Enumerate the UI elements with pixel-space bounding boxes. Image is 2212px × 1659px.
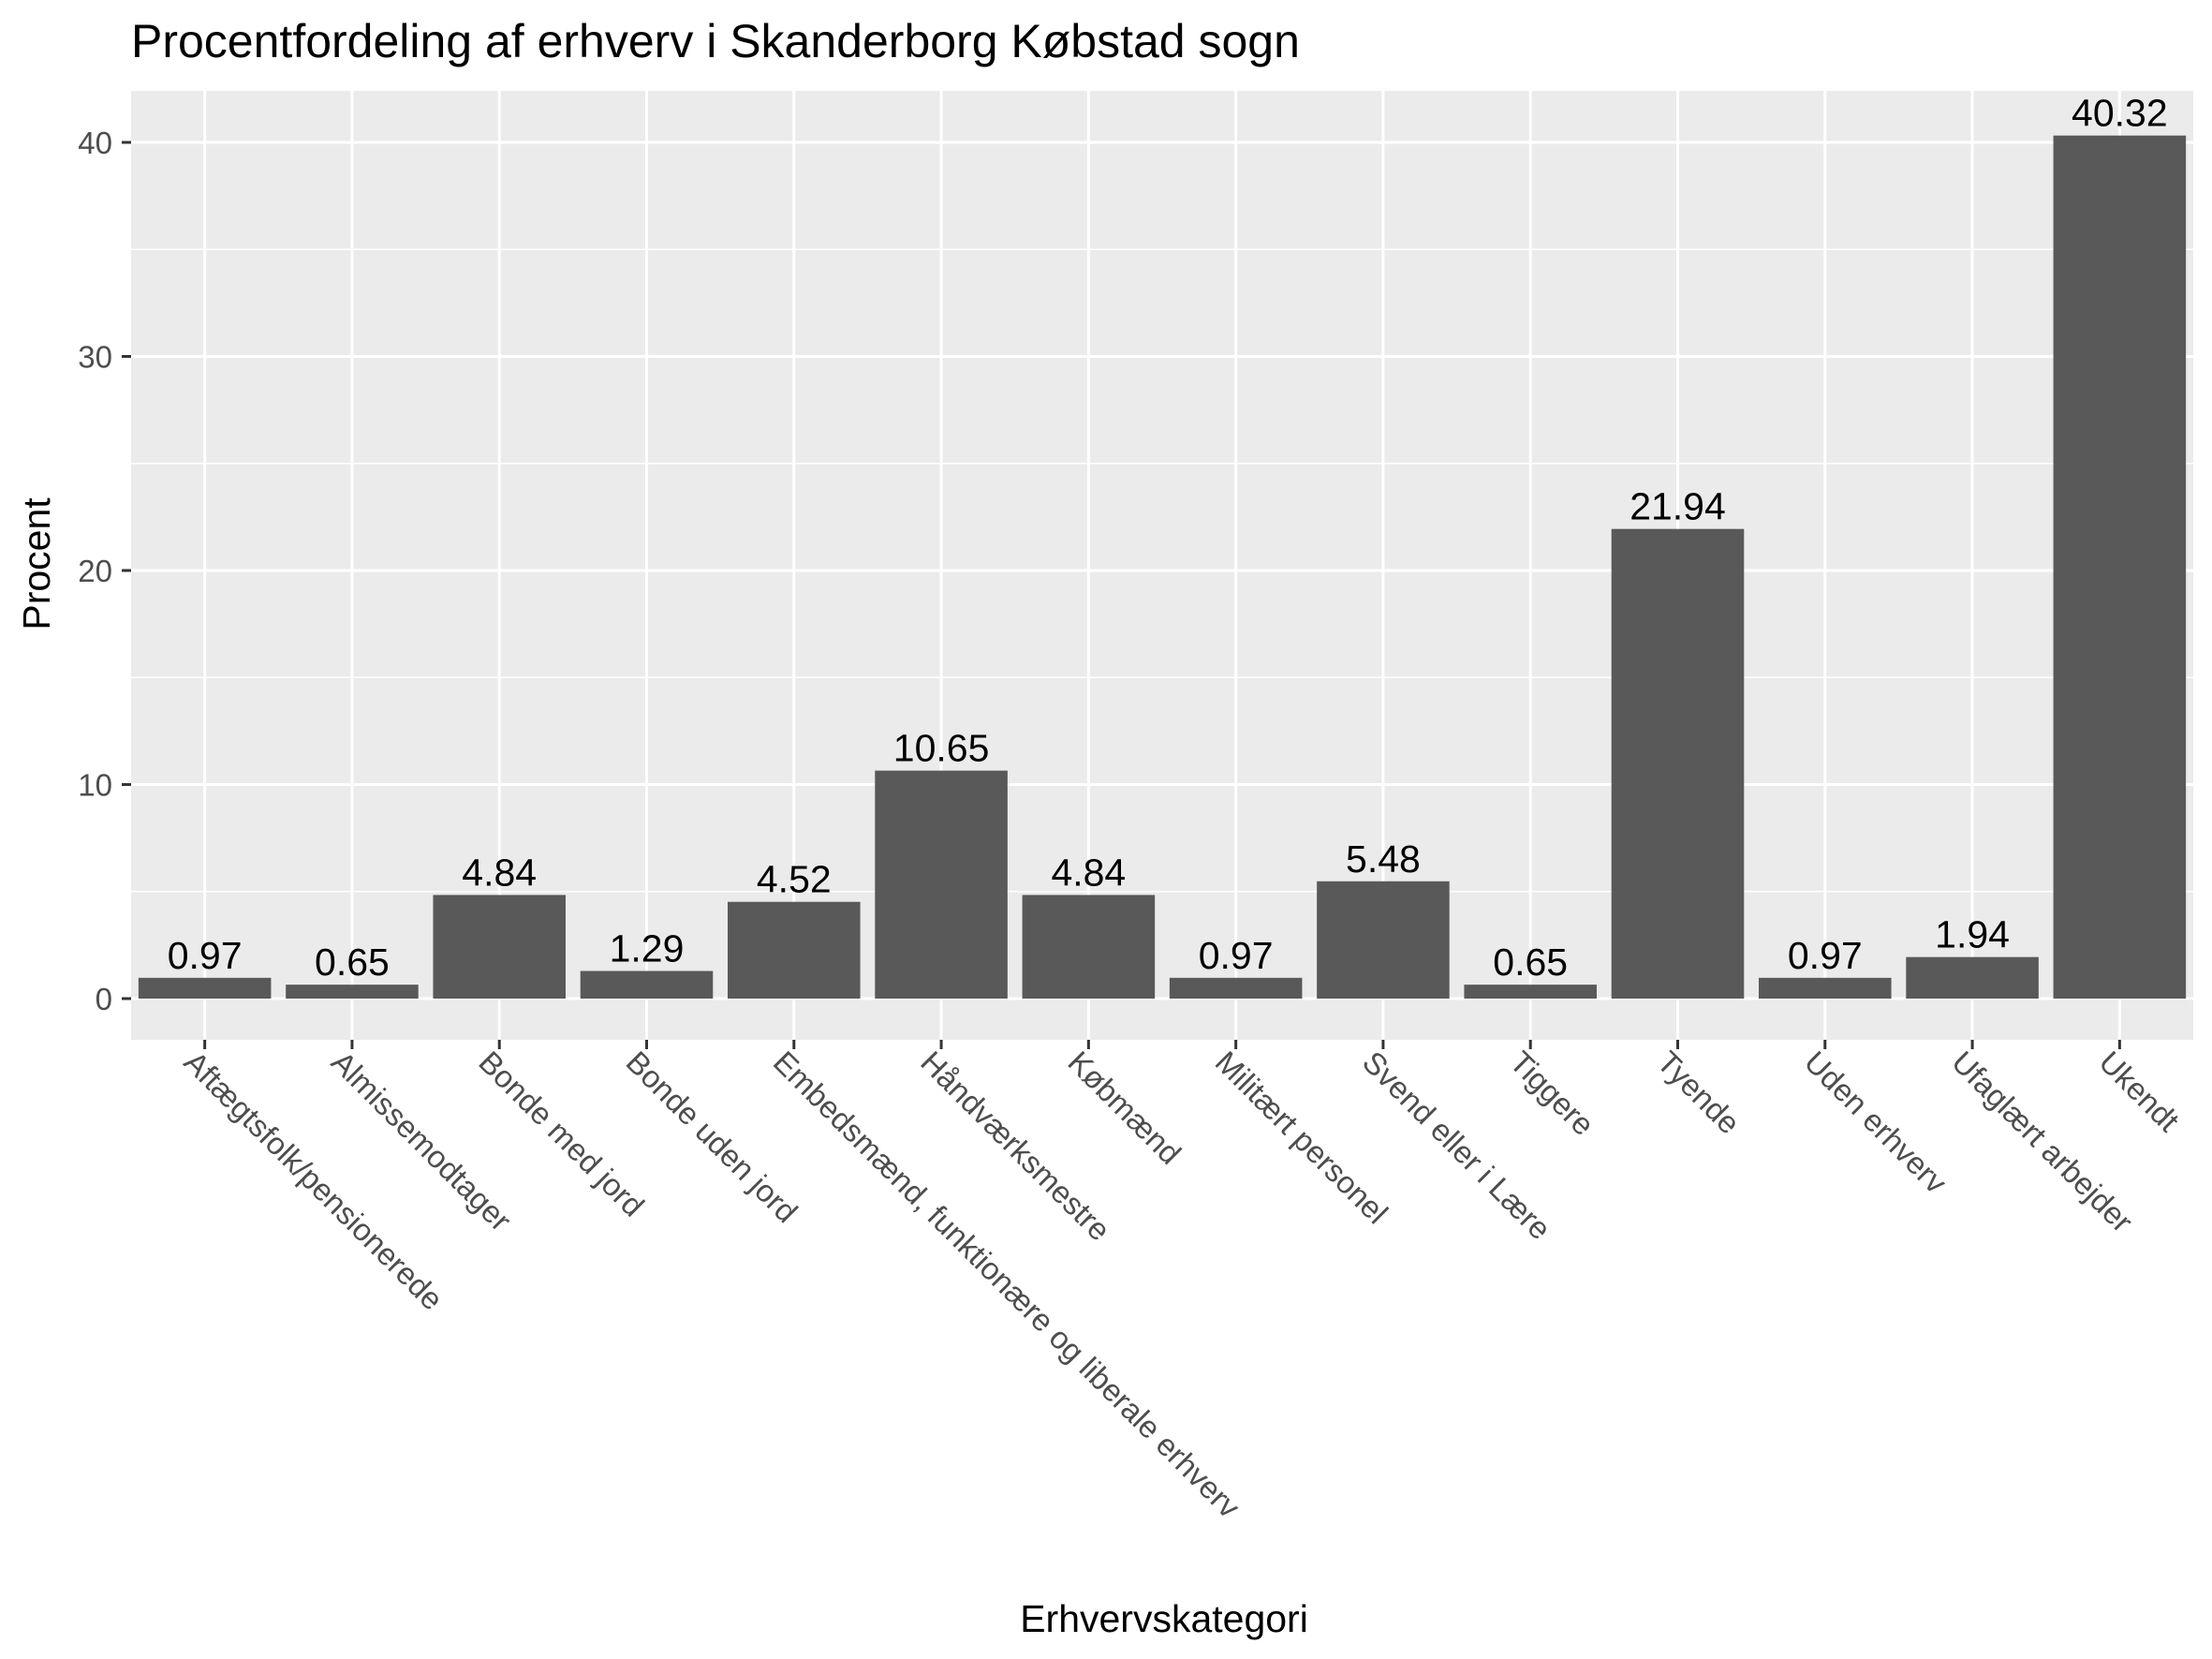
bar bbox=[1906, 956, 2039, 999]
bar-value-label: 4.84 bbox=[462, 851, 537, 894]
bar bbox=[1022, 895, 1156, 999]
bar bbox=[1759, 977, 1892, 999]
bar-value-label: 40.32 bbox=[2072, 92, 2168, 135]
y-axis-title: Procent bbox=[15, 497, 58, 630]
x-tick-label: Aftægtsfolk/pensionerede bbox=[178, 1044, 450, 1317]
bar-value-label: 0.97 bbox=[1199, 934, 1274, 977]
bar bbox=[138, 977, 272, 999]
bars bbox=[138, 135, 2187, 1000]
y-tick-label: 0 bbox=[96, 982, 112, 1016]
bar-value-label: 4.84 bbox=[1051, 851, 1126, 894]
bar bbox=[2053, 135, 2187, 1000]
x-tick-label: Tyende bbox=[1651, 1044, 1747, 1141]
chart-title: Procentfordeling af erhverv i Skanderbor… bbox=[131, 15, 1300, 67]
bar-value-label: 21.94 bbox=[1630, 485, 1726, 528]
bar bbox=[728, 901, 861, 999]
bar-value-label: 0.65 bbox=[1493, 941, 1568, 984]
y-tick-label: 30 bbox=[78, 340, 112, 375]
x-tick-label: Købmænd bbox=[1061, 1044, 1187, 1171]
bar-value-label: 10.65 bbox=[893, 727, 990, 770]
bar bbox=[1317, 881, 1450, 999]
bar-value-label: 4.52 bbox=[757, 858, 832, 901]
x-tick-label: Tiggere bbox=[1503, 1044, 1600, 1142]
bar-value-label: 1.29 bbox=[610, 927, 685, 970]
x-tick-label: Ukendt bbox=[2092, 1044, 2186, 1138]
bar bbox=[875, 770, 1008, 999]
bar bbox=[1611, 528, 1745, 999]
bar bbox=[1464, 985, 1597, 999]
x-axis: Aftægtsfolk/pensioneredeAlmissemodtagerB… bbox=[178, 1040, 2187, 1525]
y-tick-label: 40 bbox=[78, 126, 112, 160]
bar-value-label: 0.97 bbox=[1788, 934, 1863, 977]
bar-value-label: 0.97 bbox=[168, 934, 243, 977]
bar-value-label: 0.65 bbox=[315, 941, 390, 984]
y-axis: 0 10 20 30 40 bbox=[78, 126, 131, 1016]
bar bbox=[286, 985, 419, 999]
bar bbox=[580, 970, 714, 999]
x-axis-title: Erhvervskategori bbox=[1020, 1597, 1308, 1640]
bar-value-label: 5.48 bbox=[1346, 837, 1421, 881]
bar-value-label: 1.94 bbox=[1935, 913, 2010, 956]
bar bbox=[433, 895, 566, 999]
y-tick-label: 20 bbox=[78, 554, 112, 588]
y-tick-label: 10 bbox=[78, 768, 112, 803]
bar bbox=[1169, 977, 1303, 999]
bar-value-labels: 0.97 0.65 4.84 1.29 4.52 10.65 4.84 0.97 5.48 0.6… bbox=[168, 92, 2168, 984]
x-tick-label: Uden erhverv bbox=[1798, 1044, 1954, 1201]
